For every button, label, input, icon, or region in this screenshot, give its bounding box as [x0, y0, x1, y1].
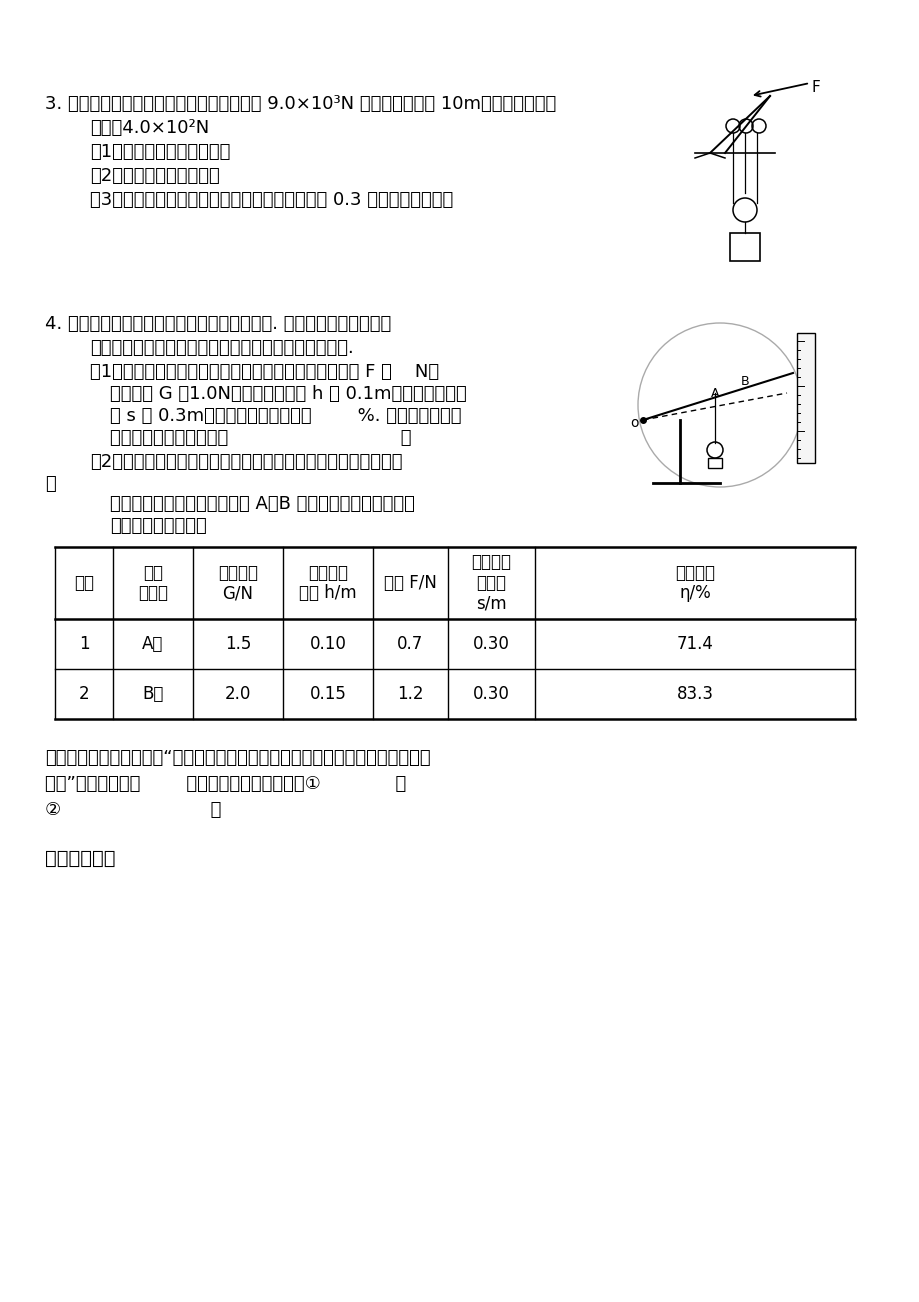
Text: 2.0: 2.0	[224, 685, 251, 703]
Text: 该实验装置，先后将鑉码挂在 A、B 两点，测量并计算得到下: 该实验装置，先后将鑉码挂在 A、B 两点，测量并计算得到下	[110, 495, 414, 513]
Text: ②                          。: ② 。	[45, 801, 221, 819]
Text: F: F	[811, 79, 820, 95]
Text: 机械效率
η/%: 机械效率 η/%	[675, 564, 714, 603]
Text: 83.3: 83.3	[675, 685, 713, 703]
Text: 1.5: 1.5	[224, 635, 251, 654]
Text: 1.2: 1.2	[397, 685, 424, 703]
Text: 3. 如图所示，塔式起重机上的滑轮组将重为 9.0×10³N 的重物匀速吊起 10m、作用在绳端的: 3. 如图所示，塔式起重机上的滑轮组将重为 9.0×10³N 的重物匀速吊起 1…	[45, 95, 556, 113]
Text: 鑉码
悬挂点: 鑉码 悬挂点	[138, 564, 168, 603]
Text: 鑉码移动
距离 h/m: 鑉码移动 距离 h/m	[299, 564, 357, 603]
Text: 根据表中数据，能否得出“杠杆的机械效率与所挂鑉码的重有关，鑉码越重其效率: 根据表中数据，能否得出“杠杆的机械效率与所挂鑉码的重有关，鑉码越重其效率	[45, 749, 430, 767]
Text: 《总结提学》: 《总结提学》	[45, 849, 116, 868]
Text: 0.15: 0.15	[309, 685, 346, 703]
Text: B: B	[740, 375, 748, 388]
Text: 4. 用如图所示的实验装置测量杠杆的机械效率. 实验时，竖直向上匀速: 4. 用如图所示的实验装置测量杠杆的机械效率. 实验时，竖直向上匀速	[45, 315, 391, 333]
Text: 越高”的结论？答：        ；请简要说明两条理由：①             ；: 越高”的结论？答： ；请简要说明两条理由：① ；	[45, 775, 406, 793]
Text: 0.30: 0.30	[472, 635, 509, 654]
FancyBboxPatch shape	[796, 333, 814, 464]
Text: 钉码总重 G 为1.0N，鑉码上升高度 h 为 0.1m，测力计移动距: 钉码总重 G 为1.0N，鑉码上升高度 h 为 0.1m，测力计移动距	[110, 385, 466, 404]
Text: 拉动弹簧测力计，使挂在较长杠杆下面的钉码缓缓上升.: 拉动弹簧测力计，使挂在较长杠杆下面的钉码缓缓上升.	[90, 339, 354, 357]
Text: B点: B点	[142, 685, 164, 703]
Text: 表所示的两组数据：: 表所示的两组数据：	[110, 517, 207, 535]
Text: A: A	[710, 387, 719, 400]
Text: 拉力为4.0×10²N: 拉力为4.0×10²N	[90, 118, 209, 137]
Text: 2: 2	[79, 685, 89, 703]
Text: A点: A点	[142, 635, 164, 654]
Text: （2）为了进一步研究杠杆的机械效率与哪些因素有关，一位同学: （2）为了进一步研究杠杆的机械效率与哪些因素有关，一位同学	[90, 453, 403, 471]
Text: 用: 用	[45, 475, 56, 493]
Text: 离 s 为 0.3m，则杠杆的机械效率为        %. 请写出使用该杠: 离 s 为 0.3m，则杠杆的机械效率为 %. 请写出使用该杠	[110, 408, 461, 424]
Text: （3）若克服摩擦和钓丝绳重所做的功为有用功的 0.3 倍，求动滑轮的重: （3）若克服摩擦和钓丝绳重所做的功为有用功的 0.3 倍，求动滑轮的重	[90, 191, 453, 210]
Text: （1）实验中，将杠杆拉至图中虚线位置，测力计的示数 F 为    N，: （1）实验中，将杠杆拉至图中虚线位置，测力计的示数 F 为 N，	[90, 363, 438, 381]
Text: o: o	[630, 417, 638, 430]
Text: 杆做额外功的一个原因：                              。: 杆做额外功的一个原因： 。	[110, 428, 411, 447]
Text: （2）求滑轮组的机械效率: （2）求滑轮组的机械效率	[90, 167, 220, 185]
Text: 0.30: 0.30	[472, 685, 509, 703]
Text: 测力计移
动距离
s/m: 测力计移 动距离 s/m	[471, 553, 511, 613]
Text: 0.10: 0.10	[309, 635, 346, 654]
Text: （1）求提升重物做的有用功: （1）求提升重物做的有用功	[90, 143, 230, 161]
Text: 次数: 次数	[74, 574, 94, 592]
Text: 1: 1	[79, 635, 89, 654]
Text: 鑉码总重
G/N: 鑉码总重 G/N	[218, 564, 257, 603]
Text: 0.7: 0.7	[397, 635, 423, 654]
Text: 拉力 F/N: 拉力 F/N	[383, 574, 437, 592]
Text: 71.4: 71.4	[675, 635, 712, 654]
